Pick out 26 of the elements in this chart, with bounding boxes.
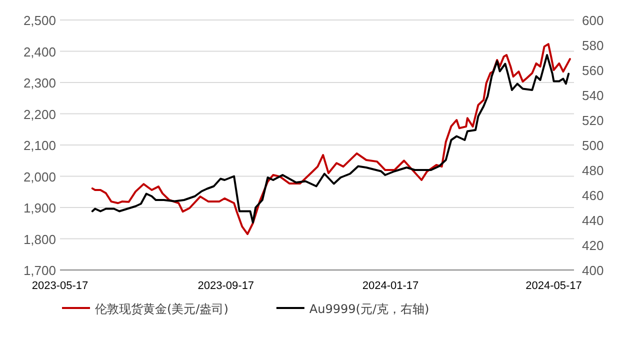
y-tick-label: 2,500 xyxy=(23,13,56,28)
y2-tick-label: 560 xyxy=(582,63,604,78)
x-tick-label: 2024-05-17 xyxy=(526,280,582,292)
y2-tick-label: 580 xyxy=(582,38,604,53)
y2-tick-label: 600 xyxy=(582,13,604,28)
y-tick-label: 2,100 xyxy=(23,138,56,153)
legend-label: 伦敦现货黄金(美元/盎司) xyxy=(95,302,228,316)
y2-tick-label: 540 xyxy=(582,88,604,103)
y-tick-label: 1,700 xyxy=(23,263,56,278)
y-tick-label: 2,300 xyxy=(23,76,56,90)
y2-tick-label: 460 xyxy=(582,188,604,203)
y-tick-label: 2,400 xyxy=(23,44,56,60)
y-tick-label: 1,800 xyxy=(23,232,56,247)
y2-tick-label: 420 xyxy=(582,238,604,253)
y2-tick-label: 400 xyxy=(582,263,604,278)
x-tick-label: 2023-09-17 xyxy=(198,280,254,292)
y2-tick-label: 440 xyxy=(582,213,604,228)
y-tick-label: 1,900 xyxy=(23,200,56,216)
y2-tick-label: 480 xyxy=(582,163,604,178)
legend-label: Au9999(元/克，右轴) xyxy=(309,302,430,316)
y2-tick-label: 500 xyxy=(582,138,604,153)
x-tick-label: 2024-01-17 xyxy=(362,280,419,292)
y-tick-label: 2,200 xyxy=(23,106,56,122)
y2-tick-label: 520 xyxy=(582,113,604,128)
y-tick-label: 2,000 xyxy=(23,169,56,184)
x-tick-label: 2023-05-17 xyxy=(32,280,88,292)
